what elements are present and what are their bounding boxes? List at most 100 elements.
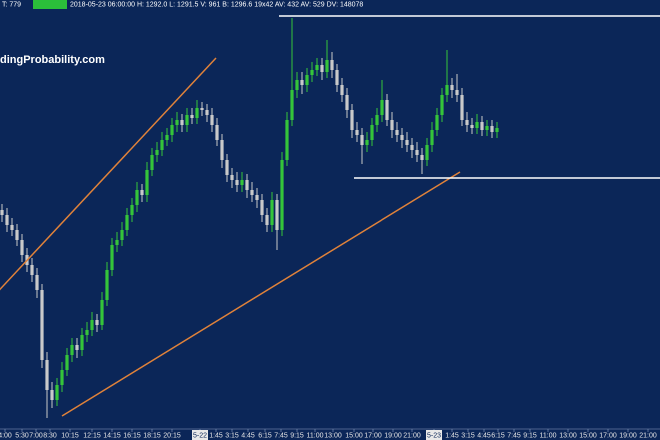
x-tick-label: 11:00 <box>540 432 557 439</box>
candle-body <box>330 60 334 70</box>
x-tick-label: 4:00 <box>0 432 12 439</box>
x-tick-label: 17:00 <box>364 432 382 439</box>
candle-body <box>485 126 489 130</box>
x-tick-label: 18:15 <box>143 432 161 439</box>
candle-body <box>30 265 34 275</box>
x-tick-label: 4:45 <box>241 432 255 439</box>
candle-body <box>345 95 349 110</box>
candle-body <box>140 190 144 195</box>
candle-body <box>110 245 114 270</box>
x-tick-label: 3:15 <box>225 432 239 439</box>
header-bar <box>0 0 660 9</box>
candle-body <box>175 120 179 125</box>
x-tick-label: 8:30 <box>43 432 57 439</box>
x-tick-label: 20:15 <box>163 432 181 439</box>
x-tick-label: 6:15 <box>258 432 272 439</box>
plot <box>0 18 499 418</box>
candle-body <box>340 85 344 95</box>
candle-body <box>490 126 494 132</box>
candle-body <box>55 385 59 400</box>
candle-body <box>220 140 224 160</box>
x-tick-label: 7:00 <box>29 432 43 439</box>
x-tick-label: 3:15 <box>461 432 475 439</box>
trend-line <box>61 171 461 417</box>
candle-body <box>15 230 19 240</box>
candle-body <box>80 335 84 350</box>
candle-body <box>385 100 389 120</box>
x-tick-label: 16:15 <box>123 432 141 439</box>
x-tick-label: 9:15 <box>290 432 304 439</box>
candle-body <box>470 125 474 128</box>
x-tick-label: 10:15 <box>61 432 79 439</box>
candle-body <box>410 145 414 150</box>
candle-body <box>115 240 119 245</box>
candle-body <box>170 125 174 135</box>
candle-body <box>265 215 269 225</box>
candle-body <box>310 70 314 75</box>
x-tick-label: 21:00 <box>403 432 421 439</box>
candle-body <box>270 200 274 225</box>
candle-body <box>85 330 89 335</box>
x-tick-label: 5:30 <box>15 432 29 439</box>
candle-body <box>465 120 469 125</box>
candle-body <box>335 70 339 85</box>
x-tick-label: 21:00 <box>639 432 657 439</box>
candle-body <box>280 160 284 230</box>
x-tick-label: 11:00 <box>307 432 324 439</box>
candle-body <box>365 140 369 145</box>
x-tick-label: 1:45 <box>445 432 459 439</box>
x-tick-label: 12:15 <box>83 432 101 439</box>
candle-body <box>35 275 39 290</box>
x-tick-label: 17:00 <box>599 432 617 439</box>
trend-line <box>0 57 217 291</box>
candle-body <box>455 90 459 95</box>
x-tick-label: 13:00 <box>559 432 577 439</box>
date-marker <box>426 430 442 440</box>
candle-body <box>210 115 214 125</box>
x-tick-label: 7:45 <box>507 432 521 439</box>
candle-body <box>245 180 249 190</box>
candle-body <box>260 200 264 215</box>
ticker: T: 779 <box>2 1 21 8</box>
candle-body <box>60 370 64 385</box>
candle-body <box>475 122 479 128</box>
candle-body <box>255 195 259 200</box>
candle-body <box>230 175 234 180</box>
candle-body <box>185 115 189 125</box>
candle-body <box>105 270 109 300</box>
x-tick-label: 4:45 <box>477 432 491 439</box>
candle-body <box>130 205 134 215</box>
bar-info: 2018-05-23 06:00:00 H: 1292.0 L: 1291.5 … <box>70 1 363 8</box>
candle-body <box>195 108 199 118</box>
candle-body <box>395 130 399 135</box>
x-tick-label: 5-22 <box>193 432 207 439</box>
candle-body <box>360 135 364 145</box>
candle-body <box>40 290 44 360</box>
candle-body <box>165 135 169 140</box>
date-marker <box>192 430 208 440</box>
watermark: dingProbability.com <box>0 54 105 66</box>
candle-body <box>10 225 14 230</box>
candle-body <box>5 215 9 225</box>
candle-body <box>325 60 329 72</box>
x-tick-label: 15:00 <box>579 432 597 439</box>
candle-body <box>400 135 404 140</box>
candle-body <box>415 150 419 155</box>
x-tick-label: 9:15 <box>523 432 537 439</box>
x-tick-label: 15:00 <box>345 432 363 439</box>
candle-body <box>370 125 374 140</box>
candle-body <box>45 360 49 390</box>
change-box <box>33 0 67 9</box>
candle-body <box>200 108 204 110</box>
candle-body <box>240 180 244 185</box>
candle-body <box>430 130 434 145</box>
candle-body <box>285 120 289 160</box>
candle-body <box>120 230 124 240</box>
candle-body <box>320 65 324 72</box>
candle-body <box>70 345 74 355</box>
candle-body <box>390 120 394 130</box>
candle-body <box>495 128 499 132</box>
x-tick-label: 6:15 <box>491 432 505 439</box>
candle-body <box>295 80 299 90</box>
